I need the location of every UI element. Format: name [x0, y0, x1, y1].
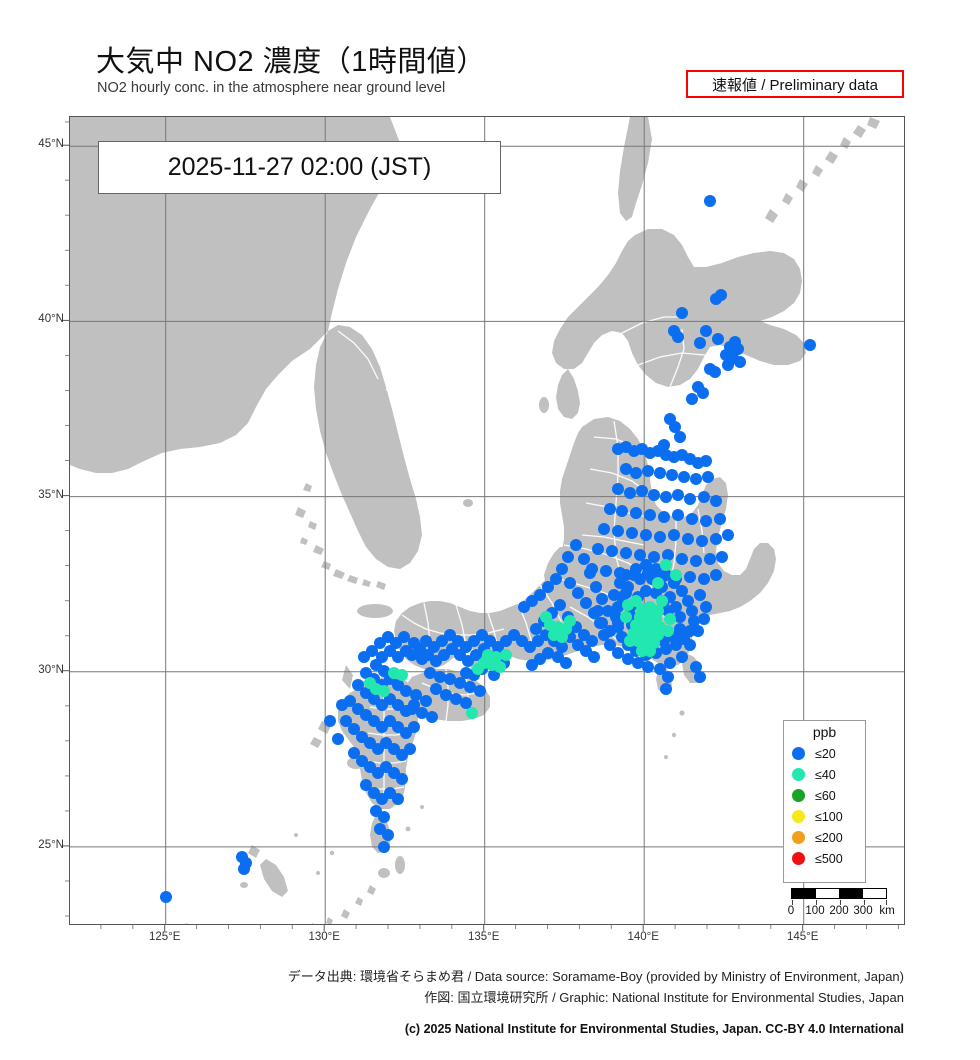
legend-item-label: ≤100 [815, 809, 843, 824]
lat-tick-40: 40°N [38, 313, 64, 326]
lat-tick-45: 45°N [38, 138, 64, 151]
legend-item-label: ≤200 [815, 830, 843, 845]
page-title: 大気中 NO2 濃度（1時間値） [96, 46, 486, 78]
lat-tick-35: 35°N [38, 488, 64, 501]
legend-item-label: ≤60 [815, 788, 836, 803]
lat-tick-25: 25°N [38, 838, 64, 851]
latitude-axis: 45°N 40°N 35°N 30°N 25°N [0, 116, 64, 925]
legend-swatch-icon [792, 789, 805, 802]
scale-bar: 0 100 200 300 km [783, 888, 895, 921]
legend-swatch-icon [792, 852, 805, 865]
legend-item-label: ≤500 [815, 851, 843, 866]
map-canvas[interactable] [70, 117, 905, 925]
scale-bar-segment [792, 889, 816, 898]
scale-bar-segment [862, 889, 886, 898]
lat-tick-30: 30°N [38, 663, 64, 676]
footer-copyright: (c) 2025 National Institute for Environm… [404, 1022, 904, 1036]
datetime-display: 2025-11-27 02:00 (JST) [98, 141, 501, 194]
scale-bar-tick [816, 900, 817, 905]
scale-bar-labels: 0 100 200 300 km [783, 905, 895, 921]
scale-bar-label: 0 [787, 905, 795, 917]
scale-bar-unit: km [879, 905, 895, 917]
status-badge: 速報値 / Preliminary data [686, 70, 904, 98]
scale-bar-segment [839, 889, 863, 898]
scale-bar-tick [886, 900, 887, 905]
legend-item-label: ≤20 [815, 746, 836, 761]
legend-swatch-icon [792, 810, 805, 823]
lon-tick-125: 125°E [148, 931, 181, 943]
legend-item[interactable]: ≤40 [784, 764, 865, 785]
legend: ppb ≤20 ≤40 ≤60 ≤100 ≤200 ≤500 [783, 720, 866, 883]
longitude-axis: 125°E 130°E 135°E 140°E 145°E [69, 931, 905, 951]
legend-swatch-icon [792, 768, 805, 781]
map-plot-area[interactable] [69, 116, 905, 925]
lon-tick-140: 140°E [627, 931, 659, 943]
scale-bar-label: 300 [853, 905, 873, 917]
status-badge-label: 速報値 / Preliminary data [712, 76, 878, 94]
legend-item[interactable]: ≤100 [784, 806, 865, 827]
scale-bar-label: 200 [829, 905, 849, 917]
scale-bar-tick [792, 900, 793, 905]
lon-tick-145: 145°E [786, 931, 819, 943]
scale-bar-track [791, 888, 887, 905]
legend-swatch-icon [792, 831, 805, 844]
footer-graphic-credit: 作図: 国立環境研究所 / Graphic: National Institut… [424, 990, 904, 1005]
legend-item[interactable]: ≤60 [784, 785, 865, 806]
lon-tick-135: 135°E [467, 931, 500, 943]
scale-bar-segment [815, 889, 839, 898]
lon-tick-130: 130°E [308, 931, 340, 943]
page-subtitle: NO2 hourly conc. in the atmosphere near … [97, 80, 446, 96]
station-points [160, 195, 816, 903]
legend-item[interactable]: ≤500 [784, 848, 865, 869]
legend-title: ppb [812, 724, 837, 740]
footer-data-source: データ出典: 環境省そらまめ君 / Data source: Soramame-… [287, 969, 904, 984]
legend-swatch-icon [792, 747, 805, 760]
datetime-label: 2025-11-27 02:00 (JST) [167, 153, 432, 181]
scale-bar-tick [864, 900, 865, 905]
footer: データ出典: 環境省そらまめ君 / Data source: Soramame-… [0, 966, 980, 1036]
legend-item-label: ≤40 [815, 767, 836, 782]
legend-item[interactable]: ≤20 [784, 743, 865, 764]
legend-item[interactable]: ≤200 [784, 827, 865, 848]
scale-bar-tick [840, 900, 841, 905]
scale-bar-label: 100 [805, 905, 825, 917]
